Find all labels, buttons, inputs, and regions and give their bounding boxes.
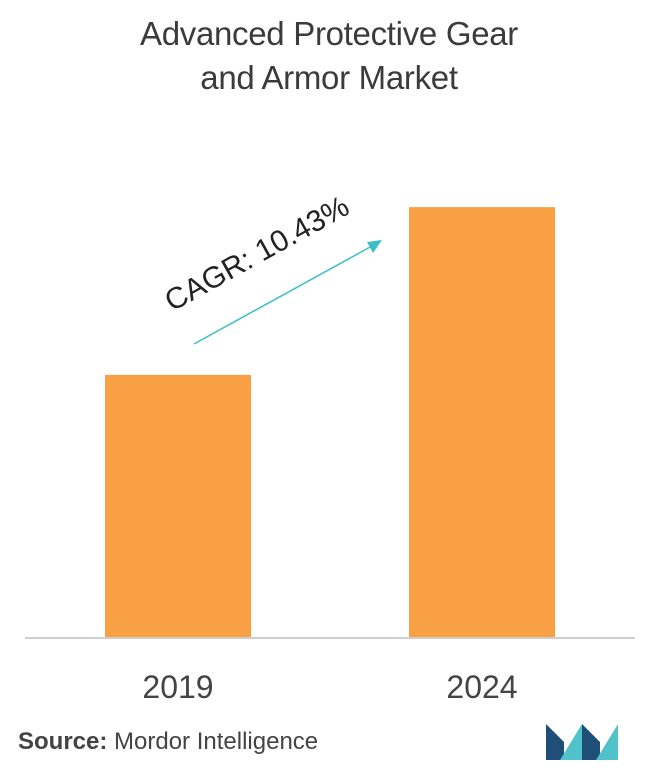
source-note: Source: Mordor Intelligence <box>18 728 318 756</box>
cagr-annotation: CAGR: 10.43% <box>159 190 354 318</box>
x-tick-labels: 2019 2024 <box>142 669 517 705</box>
x-tick-label-2024: 2024 <box>446 669 517 705</box>
chart-title-line-2: and Armor Market <box>200 59 458 96</box>
bars-group <box>105 207 555 637</box>
bar-2019 <box>105 374 251 637</box>
chart-title-line-1: Advanced Protective Gear <box>139 15 518 52</box>
cagr-arrow <box>193 240 382 345</box>
source-label: Source: <box>18 728 108 755</box>
source-text: Mordor Intelligence <box>114 728 319 755</box>
mordor-intelligence-logo-icon <box>546 724 618 760</box>
x-tick-label-2019: 2019 <box>142 669 213 705</box>
cagr-arrow-line <box>193 245 373 345</box>
cagr-arrow-head <box>367 240 382 253</box>
bar-2024 <box>409 207 555 637</box>
chart-title: Advanced Protective Gear and Armor Marke… <box>0 12 658 100</box>
